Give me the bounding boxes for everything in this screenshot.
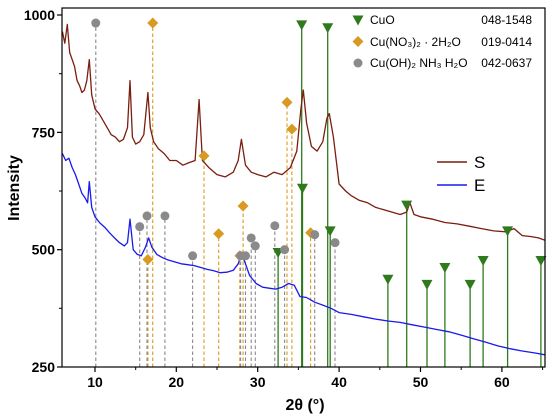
reference-marker-cu-oh-2-nh3-h2o [135,222,145,232]
plot-frame [61,7,546,368]
reference-marker-cu-no3-2-2h2o [142,254,154,266]
reference-marker-cuo [296,183,308,194]
legend-label-copper-nitrate: Cu(NO₃)₂ · 2H₂O [370,35,461,49]
y-tick-label: 1000 [24,7,55,23]
x-axis-ticks: 10 20 30 40 50 60 [87,367,544,390]
reference-marker-cuo [477,255,489,266]
reference-marker-cu-oh-2-nh3-h2o [241,251,251,261]
reference-marker-cuo [535,255,547,266]
reference-marker-cu-oh-2-nh3-h2o [250,241,260,251]
series-line-e [62,153,545,356]
y-tick-label: 250 [32,359,56,375]
reference-marker-cu-oh-2-nh3-h2o [330,238,340,248]
reference-marker-cuo [502,226,514,237]
legend-card-copper-hydroxide-ammine: 042-0637 [481,56,532,70]
legend-marker-cu-oh-2-nh3-h2o [353,58,363,68]
reference-legend: CuO 048-1548 Cu(NO₃)₂ · 2H₂O 019-0414 Cu… [349,9,540,75]
x-tick-label: 10 [87,374,103,390]
y-axis-title: Intensity [6,155,23,221]
reference-marker-cuo [439,263,451,274]
reference-marker-cuo [322,23,334,34]
series-legend-label-e: E [474,176,485,195]
reference-marker-cuo [421,279,433,290]
y-tick-label: 500 [32,242,56,258]
legend-marker-cuo [352,15,364,26]
reference-markers [91,17,547,290]
reference-marker-cuo [382,274,394,285]
reference-marker-cu-oh-2-nh3-h2o [160,211,170,221]
reference-marker-cu-no3-2-2h2o [198,150,210,162]
reference-legend-box [349,9,540,75]
reference-marker-cu-no3-2-2h2o [147,17,159,29]
reference-marker-cu-oh-2-nh3-h2o [270,221,280,231]
reference-marker-cuo [401,200,413,211]
y-axis-ticks: 250 500 750 1000 [24,7,62,375]
legend-marker-cu-no3-2-2h2o [352,36,364,47]
reference-marker-cu-oh-2-nh3-h2o [142,211,152,221]
legend-label-copper-hydroxide-ammine: Cu(OH)₂ NH₃ H₂O [370,56,468,70]
reference-marker-cu-no3-2-2h2o [213,228,225,240]
reference-marker-cu-oh-2-nh3-h2o [280,245,290,255]
series-legend: S E [437,153,485,195]
reference-marker-cu-oh-2-nh3-h2o [91,18,101,28]
reference-marker-cu-no3-2-2h2o [237,200,249,212]
x-tick-label: 20 [169,374,185,390]
x-axis-title: 2θ (°) [285,397,324,414]
reference-marker-cu-oh-2-nh3-h2o [246,233,256,243]
reference-marker-cuo [464,279,476,290]
reference-marker-cu-oh-2-nh3-h2o [310,230,320,240]
reference-marker-cu-oh-2-nh3-h2o [188,251,198,261]
x-tick-label: 40 [331,374,347,390]
reference-marker-cuo [296,20,308,31]
reference-marker-cuo [324,226,336,237]
series-legend-label-s: S [474,153,485,172]
reference-marker-cu-no3-2-2h2o [286,123,298,135]
x-tick-label: 30 [250,374,266,390]
legend-card-copper-nitrate: 019-0414 [481,35,532,49]
y-tick-label: 750 [32,124,56,140]
legend-label-cuo: CuO [370,13,395,27]
reference-marker-cu-no3-2-2h2o [281,96,293,108]
x-tick-label: 60 [494,374,510,390]
x-tick-label: 50 [413,374,429,390]
legend-card-cuo: 048-1548 [481,13,532,27]
